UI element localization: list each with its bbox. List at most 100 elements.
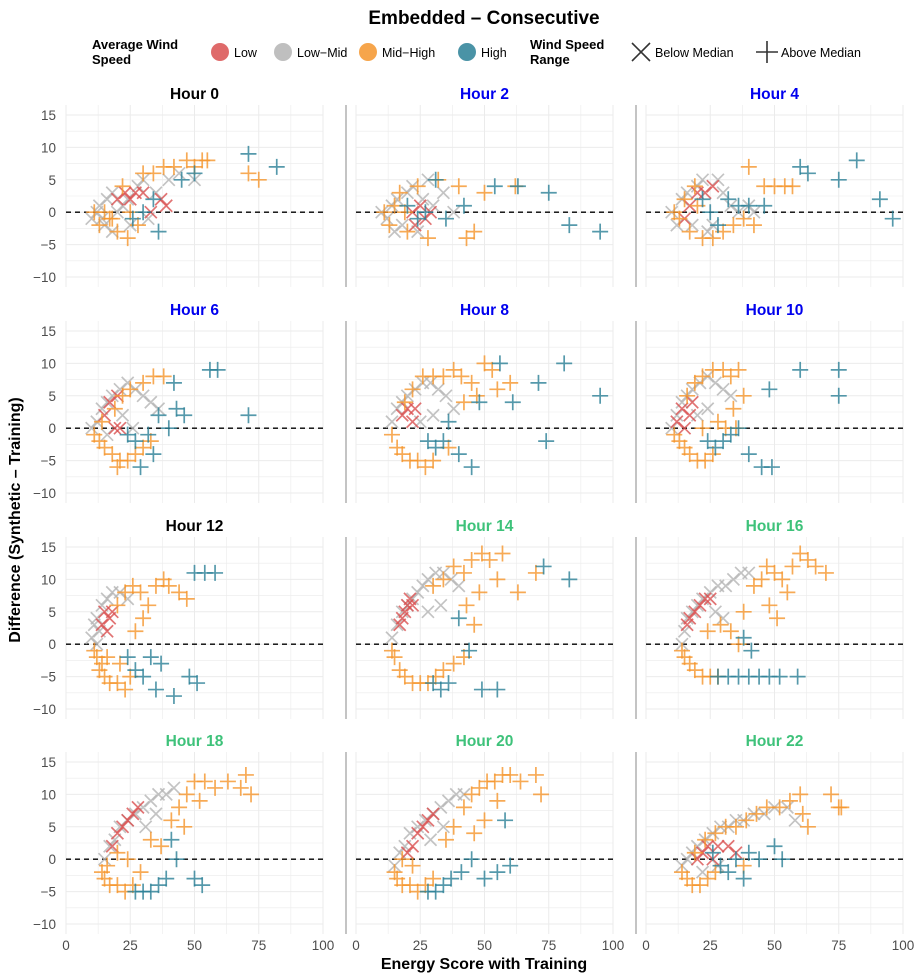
point-x-marker	[90, 611, 104, 625]
point-x-marker	[698, 186, 712, 200]
point-plus-marker	[96, 439, 113, 456]
point-plus-marker	[792, 158, 809, 175]
point-plus-marker	[117, 584, 134, 601]
panel-title: Hour 12	[166, 518, 224, 535]
point-plus-marker	[181, 668, 198, 685]
point-x-marker	[105, 605, 119, 619]
point-x-marker	[698, 592, 712, 606]
point-plus-marker	[443, 870, 460, 887]
point-plus-marker	[530, 374, 547, 391]
point-x-marker	[139, 820, 153, 834]
point-plus-marker	[396, 394, 413, 411]
point-plus-marker	[399, 223, 416, 240]
y-tick-label: −5	[41, 885, 56, 900]
point-x-marker	[788, 813, 802, 827]
point-plus-marker	[735, 629, 752, 646]
panel-hour-16: Hour 16	[635, 518, 904, 719]
point-plus-marker	[142, 649, 159, 666]
point-x-marker	[408, 402, 422, 416]
point-plus-marker	[99, 649, 116, 666]
point-x-marker	[131, 800, 145, 814]
point-plus-marker	[163, 812, 180, 829]
point-x-marker	[172, 166, 186, 180]
panel-hour-18: Hour 18 −10 −5 0 5 10 15 0 25 50 75 100	[33, 733, 334, 953]
point-plus-marker	[455, 394, 472, 411]
x-tick-label: 100	[602, 938, 625, 953]
point-plus-marker	[686, 374, 703, 391]
point-x-marker	[85, 421, 99, 435]
point-x-marker	[103, 839, 117, 853]
chart-title: Embedded – Consecutive	[368, 8, 599, 29]
point-plus-marker	[109, 597, 126, 614]
point-plus-marker	[704, 446, 721, 463]
point-plus-marker	[712, 616, 729, 633]
x-tick-label: 25	[123, 938, 138, 953]
legend: Average Wind Speed Low Low−Mid Mid−High Hig…	[92, 37, 861, 67]
legend-color-entry-3: Mid−High	[359, 43, 435, 61]
point-x-marker	[703, 585, 717, 599]
panel-title: Hour 14	[456, 518, 514, 535]
point-x-marker	[421, 813, 435, 827]
point-plus-marker	[494, 545, 511, 562]
point-x-marker	[670, 408, 684, 422]
point-plus-marker	[781, 792, 798, 809]
point-plus-marker	[681, 446, 698, 463]
point-x-marker	[105, 186, 119, 200]
point-plus-marker	[712, 857, 729, 874]
point-x-marker	[436, 820, 450, 834]
point-plus-marker	[122, 381, 139, 398]
point-plus-marker	[178, 590, 195, 607]
point-x-marker	[680, 852, 694, 866]
point-x-marker	[711, 839, 725, 853]
point-x-marker	[436, 186, 450, 200]
point-x-marker	[452, 579, 466, 593]
point-x-marker	[126, 421, 140, 435]
point-plus-marker	[165, 158, 182, 175]
point-plus-marker	[132, 459, 149, 476]
point-plus-marker	[884, 210, 901, 227]
point-plus-marker	[140, 597, 157, 614]
point-x-marker	[136, 389, 150, 403]
panel-grid	[65, 752, 324, 934]
facet-panels: Hour 0 −10 −5 0 5 10 15 Hour 2 Hour 4 Hour 6 −10 −5…	[33, 86, 914, 953]
point-plus-marker	[730, 420, 747, 437]
point-x-marker	[85, 212, 99, 226]
legend-shape-label: Below Median	[655, 46, 734, 60]
point-plus-marker	[704, 230, 721, 247]
point-x-marker	[121, 813, 135, 827]
point-plus-marker	[489, 864, 506, 881]
panel-points	[665, 361, 847, 476]
point-x-marker	[159, 199, 173, 213]
point-plus-marker	[830, 361, 847, 378]
point-plus-marker	[145, 446, 162, 463]
point-plus-marker	[427, 439, 444, 456]
point-x-marker	[395, 408, 409, 422]
point-plus-marker	[694, 368, 711, 385]
point-x-marker	[416, 579, 430, 593]
point-plus-marker	[489, 381, 506, 398]
point-plus-marker	[104, 210, 121, 227]
point-plus-marker	[471, 584, 488, 601]
point-plus-marker	[401, 877, 418, 894]
point-plus-marker	[715, 361, 732, 378]
color-legend-title-line-1: Average Wind	[92, 37, 178, 52]
point-plus-marker	[440, 413, 457, 430]
point-x-marker	[670, 415, 684, 429]
point-plus-marker	[207, 779, 224, 796]
point-plus-marker	[561, 217, 578, 234]
point-plus-marker	[686, 844, 703, 861]
point-x-marker	[690, 839, 705, 853]
point-x-marker	[421, 605, 435, 619]
point-plus-marker	[502, 766, 519, 783]
point-plus-marker	[720, 191, 737, 208]
point-x-marker	[408, 218, 422, 232]
point-x-marker	[405, 598, 420, 612]
point-x-marker	[100, 428, 114, 442]
point-x-marker	[685, 382, 699, 396]
point-plus-marker	[817, 564, 834, 581]
point-x-marker	[716, 611, 730, 625]
point-x-marker	[708, 605, 722, 619]
point-plus-marker	[155, 368, 172, 385]
point-x-marker	[400, 389, 415, 403]
